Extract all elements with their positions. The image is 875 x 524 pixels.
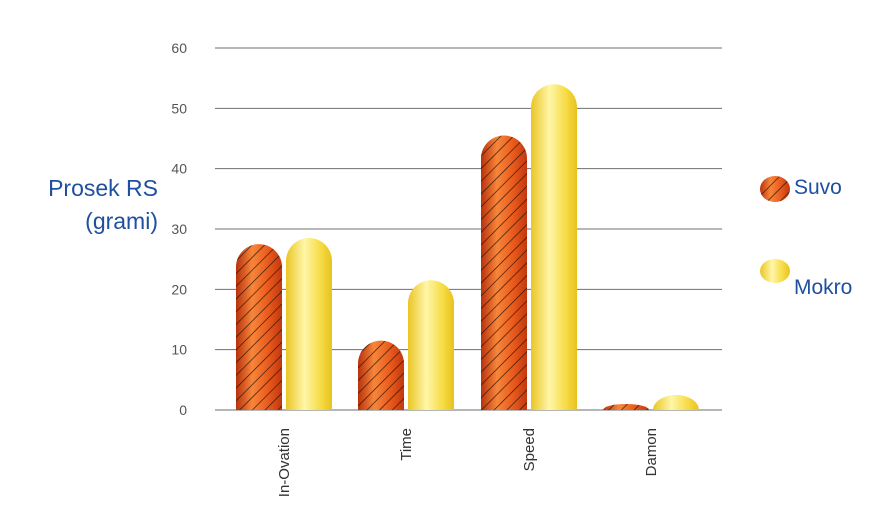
legend-label-suvo: Suvo xyxy=(794,176,842,199)
y-tick-label: 50 xyxy=(171,100,187,116)
y-tick-label: 0 xyxy=(179,402,187,418)
bar-mokro-speed xyxy=(531,84,577,410)
y-axis-title-line-2: (grami) xyxy=(85,208,158,234)
bar-mokro-time xyxy=(408,280,454,410)
y-tick-label: 40 xyxy=(171,161,187,177)
y-tick-label: 60 xyxy=(171,40,187,56)
y-axis-title: Prosek RS (grami) xyxy=(8,172,158,238)
y-tick-label: 10 xyxy=(171,342,187,358)
bar-hatch-damon xyxy=(603,403,649,410)
bar-mokro-in-ovation xyxy=(286,238,332,410)
x-tick-label-damon: Damon xyxy=(643,428,660,476)
legend-label-mokro: Mokro xyxy=(794,276,853,299)
legend-swatch-suvo xyxy=(760,176,790,202)
x-tick-label-in-ovation: In-Ovation xyxy=(276,428,293,497)
bar-hatch-in-ovation xyxy=(236,244,282,410)
bar-hatch-time xyxy=(358,340,404,410)
x-tick-label-time: Time xyxy=(398,428,415,461)
bar-mokro-damon xyxy=(653,394,699,410)
y-tick-label: 20 xyxy=(171,281,187,297)
x-tick-label-speed: Speed xyxy=(521,428,538,471)
y-tick-label: 30 xyxy=(171,221,187,237)
bar-hatch-speed xyxy=(481,135,527,410)
y-axis-title-line-1: Prosek RS xyxy=(48,175,158,201)
legend-swatch-mokro xyxy=(760,259,790,283)
